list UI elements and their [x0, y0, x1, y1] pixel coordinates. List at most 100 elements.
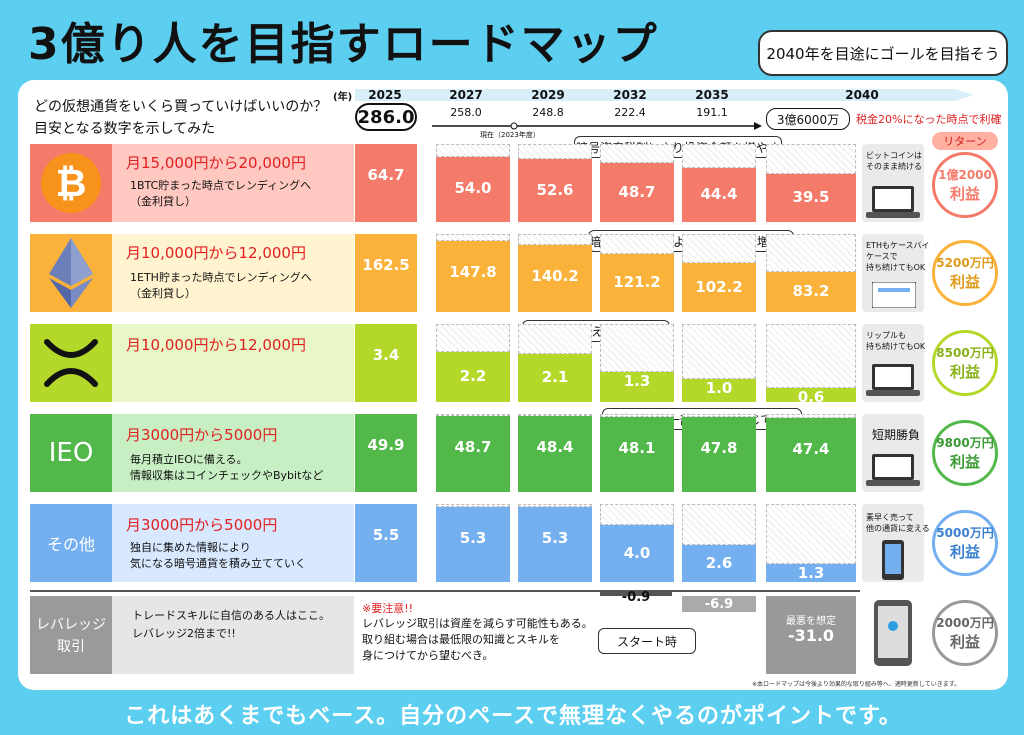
bar-gap — [682, 414, 756, 417]
ethereum-value-2032: 121.2 — [613, 273, 661, 291]
total-2035: 191.1 — [696, 106, 728, 119]
ethereum-desc-1: 1ETH貯まった時点でレンディングへ — [130, 271, 312, 284]
leverage-icon: レバレッジ 取引 — [30, 596, 112, 674]
ethereum-icon — [49, 238, 93, 308]
year-axis-arrow — [355, 89, 973, 101]
ethereum-value-2025: 162.5 — [362, 256, 410, 274]
ripple-value-2032: 1.3 — [623, 372, 651, 390]
ripple-bar-2032: 1.3 — [600, 372, 674, 402]
ethereum-bar-2025: 162.5 — [355, 234, 417, 312]
ripple-heading: 月10,000円から12,000円 — [126, 336, 306, 354]
ethereum-bar-2032: 121.2 — [600, 254, 674, 312]
bitcoin-icon: ₿ — [41, 153, 101, 213]
bitcoin-heading: 月15,000円から20,000円 — [126, 154, 306, 172]
ieo-bar-2040: 47.4 — [766, 418, 856, 492]
goal-bubble: 2040年を目途にゴールを目指そう — [758, 30, 1008, 76]
ripple-value-2040: 0.6 — [797, 388, 825, 406]
others-side-text-2: 他の通貨に変える — [866, 524, 930, 533]
ripple-value-2027: 2.2 — [459, 367, 487, 385]
ripple-value-2025: 3.4 — [372, 346, 400, 364]
question-line-2: 目安となる数字を示してみた — [34, 121, 216, 137]
total-2025: 286.0 — [355, 103, 417, 131]
footnote: ※本ロードマップは今後より効果的な取り組み等へ、適時更新していきます。 — [752, 681, 961, 688]
bar-gap — [600, 504, 674, 525]
bitcoin-bar-2027: 54.0 — [436, 157, 510, 222]
ieo-bar-2032: 48.1 — [600, 417, 674, 492]
bitcoin-side-text-2: そのまま続ける — [866, 162, 922, 171]
others-bar-2029: 5.3 — [518, 507, 592, 582]
bar-gap — [682, 504, 756, 545]
tax-note: 税金20%になった時点で利確 — [856, 113, 1002, 126]
ripple-bar-2035: 1.0 — [682, 379, 756, 402]
others-icon: その他 — [30, 504, 112, 582]
bar-gap — [518, 324, 592, 354]
ieo-value-2040: 47.4 — [792, 440, 830, 458]
bitcoin-bar-2032: 48.7 — [600, 163, 674, 222]
ripple-bar-2040: 0.6 — [766, 388, 856, 406]
bitcoin-bar-2029: 52.6 — [518, 159, 592, 222]
laptop-icon — [866, 186, 920, 218]
worst-case-value: -31.0 — [787, 626, 835, 645]
leverage-return-label: 利益 — [949, 633, 980, 651]
smartphone-icon — [882, 540, 904, 580]
ethereum-return-label: 利益 — [949, 273, 980, 291]
year-2035: 2035 — [695, 88, 729, 102]
bar-gap — [518, 234, 592, 245]
ieo-desc-2: 情報収集はコインチェックやBybitなど — [130, 469, 324, 482]
leverage-bar-worst — [766, 596, 856, 674]
ieo-value-2032: 48.1 — [618, 439, 656, 457]
ripple-side-text-2: 持ち続けてもOK — [866, 342, 926, 351]
monitor-icon — [872, 282, 916, 308]
bitcoin-bar-2025: 64.7 — [355, 144, 417, 222]
ethereum-logo — [30, 234, 112, 312]
bitcoin-value-2040: 39.5 — [792, 188, 830, 206]
others-value-2040: 1.3 — [797, 564, 825, 582]
others-desc-2: 気になる暗号通貨を積み立てていく — [130, 557, 306, 570]
ieo-bar-2029: 48.4 — [518, 416, 592, 492]
bitcoin-bar-2040: 39.5 — [766, 174, 856, 222]
ieo-return-label: 利益 — [949, 453, 980, 471]
others-bar-2025: 5.5 — [355, 504, 417, 582]
others-value-2035: 2.6 — [705, 554, 733, 572]
ieo-bar-2027: 48.7 — [436, 416, 510, 492]
bar-gap — [518, 504, 592, 507]
bar-gap — [600, 144, 674, 163]
leverage-bar-2032 — [600, 592, 672, 596]
year-2032: 2032 — [613, 88, 647, 102]
ieo-value-2029: 48.4 — [536, 438, 574, 456]
ethereum-value-2027: 147.8 — [449, 263, 497, 281]
leverage-warning-1: レバレッジ取引は資産を減らす可能性もある。 — [362, 617, 593, 630]
leverage-return-circle: 2000万円 利益 — [932, 600, 998, 666]
bar-gap — [682, 144, 756, 168]
ieo-value-2035: 47.8 — [700, 439, 738, 457]
year-unit: (年) — [333, 92, 353, 103]
bar-gap — [436, 144, 510, 157]
ripple-bar-2029: 2.1 — [518, 354, 592, 402]
total-2040: 3億6000万 — [766, 108, 850, 130]
page-title: 3億り人を目指すロードマップ — [28, 19, 659, 70]
ieo-side-text-1: 短期勝負 — [872, 428, 921, 442]
bar-gap — [600, 234, 674, 254]
timeline-arrow — [432, 122, 762, 130]
year-2025: 2025 — [368, 88, 402, 102]
laptop-icon — [866, 364, 920, 396]
bar-gap — [436, 234, 510, 241]
ieo-desc-1: 毎月積立IEOに備える。 — [130, 453, 248, 466]
question-line-1: どの仮想通貨をいくら買っていけばいいのか？ — [34, 99, 328, 115]
bitcoin-value-2025: 64.7 — [367, 166, 405, 184]
bitcoin-desc-1: 1BTC貯まった時点でレンディングへ — [130, 179, 312, 192]
bitcoin-value-2035: 44.4 — [700, 185, 738, 203]
others-bar-2040: 1.3 — [766, 564, 856, 582]
others-side-text-1: 素早く売って — [866, 513, 914, 522]
ieo-bar-2035: 47.8 — [682, 417, 756, 492]
ripple-bar-2027: 2.2 — [436, 352, 510, 402]
leverage-return-amount: 2000万円 — [936, 616, 994, 630]
ethereum-bar-2040: 83.2 — [766, 272, 856, 312]
bar-gap — [436, 504, 510, 507]
bar-gap — [436, 414, 510, 416]
others-bar-2035: 2.6 — [682, 545, 756, 582]
ieo-value-2027: 48.7 — [454, 438, 492, 456]
others-bar-2032: 4.0 — [600, 525, 674, 582]
bar-gap — [766, 324, 856, 388]
ripple-return-circle: 8500万円 利益 — [932, 330, 998, 396]
